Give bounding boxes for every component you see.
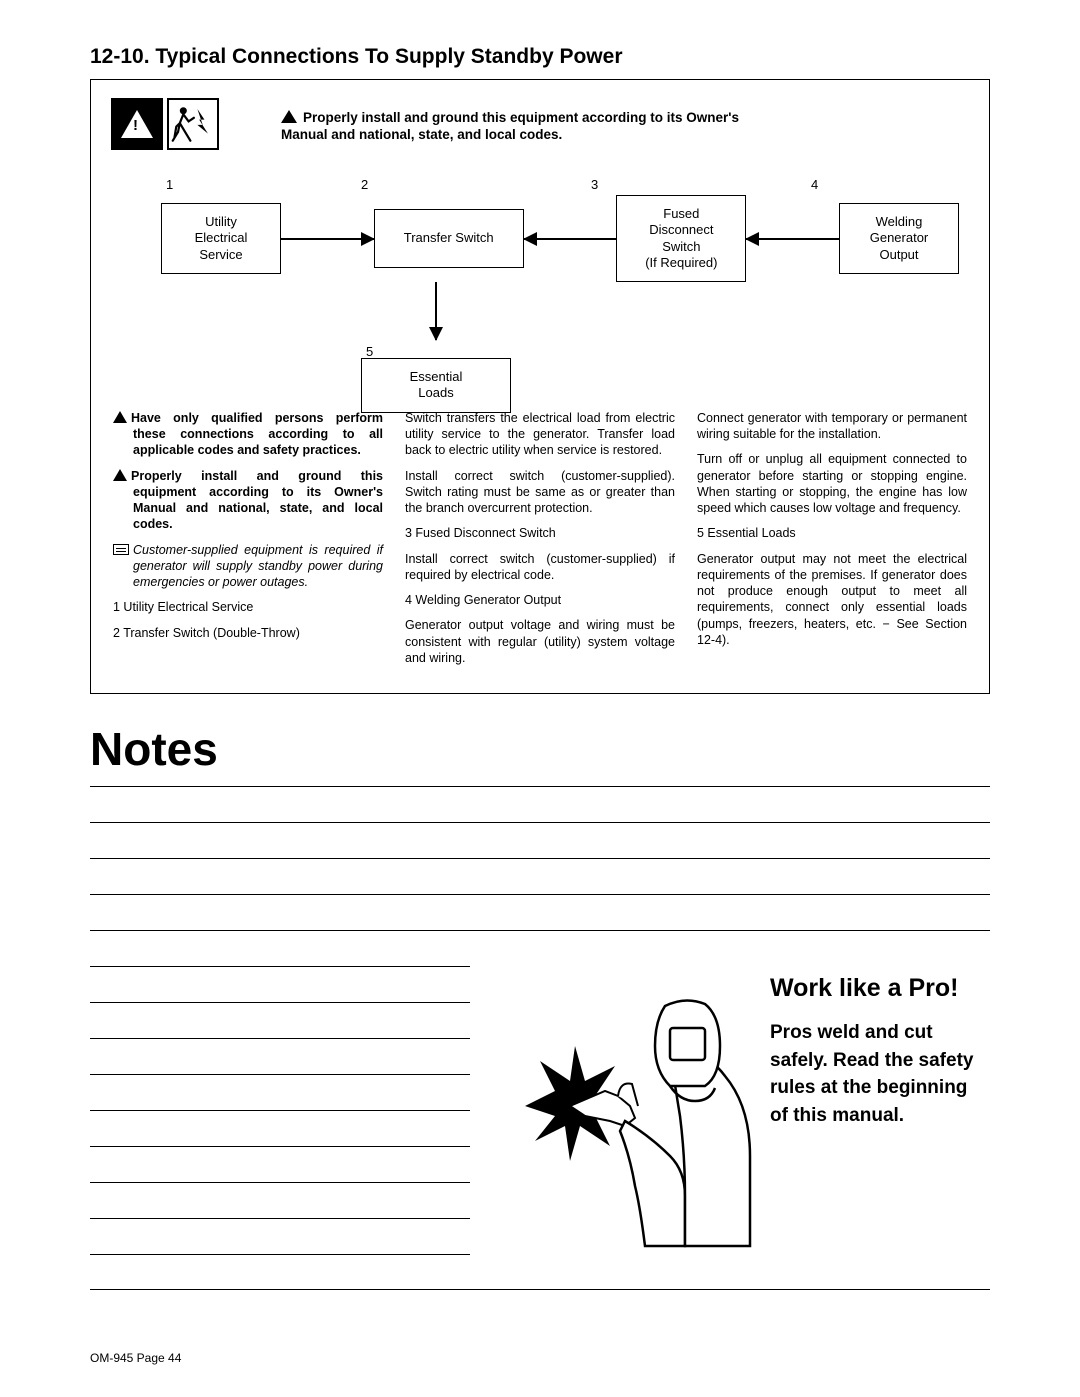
section-title: 12-10. Typical Connections To Supply Sta… xyxy=(90,45,990,69)
box-5-number: 5 xyxy=(366,344,373,359)
box-4-number: 4 xyxy=(811,177,818,192)
arrow-3-2 xyxy=(524,238,617,240)
notes-ruled-area: Work like a Pro! Pros weld and cut safel… xyxy=(90,786,990,1290)
arrow-4-3 xyxy=(746,238,839,240)
box-1-number: 1 xyxy=(166,177,173,192)
box-utility-service: Utility Electrical Service xyxy=(161,203,281,274)
promo-box: Work like a Pro! Pros weld and cut safel… xyxy=(470,956,990,1276)
warning-triangle-inline-icon xyxy=(113,469,127,481)
ruled-line xyxy=(90,822,990,858)
flow-diagram: 1 Utility Electrical Service 2 Transfer … xyxy=(161,195,959,413)
note-page-icon xyxy=(113,544,129,555)
top-warning-text: Properly install and ground this equipme… xyxy=(281,110,751,144)
warning-triangle-inline-icon xyxy=(113,411,127,423)
page-footer: OM-945 Page 44 xyxy=(90,1351,181,1365)
notes-heading: Notes xyxy=(90,722,990,776)
box-2-number: 2 xyxy=(361,177,368,192)
promo-text: Work like a Pro! Pros weld and cut safel… xyxy=(770,956,990,1129)
promo-body: Pros weld and cut safely. Read the safet… xyxy=(770,1019,982,1129)
ruled-line xyxy=(90,858,990,894)
arrow-2-5 xyxy=(435,282,437,340)
box-essential-loads: Essential Loads xyxy=(361,358,511,413)
electric-shock-icon xyxy=(167,98,219,150)
promo-title: Work like a Pro! xyxy=(770,974,982,1003)
welder-illustration-icon xyxy=(470,956,770,1256)
diagram-frame: Properly install and ground this equipme… xyxy=(90,79,990,694)
box-transfer-switch: Transfer Switch xyxy=(374,209,524,267)
ruled-line xyxy=(90,786,990,822)
box-fused-disconnect: Fused Disconnect Switch (If Required) xyxy=(616,195,746,282)
warning-triangle-icon xyxy=(111,98,163,150)
column-2: Switch transfers the electrical load fro… xyxy=(405,410,675,675)
arrow-1-2 xyxy=(281,238,374,240)
column-1: Have only qualified persons perform thes… xyxy=(113,410,383,675)
column-3: Connect generator with temporary or perm… xyxy=(697,410,967,675)
warning-icons xyxy=(111,98,219,150)
box-welding-generator: Welding Generator Output xyxy=(839,203,959,274)
warning-triangle-small-icon xyxy=(281,110,297,123)
box-3-number: 3 xyxy=(591,177,598,192)
description-columns: Have only qualified persons perform thes… xyxy=(113,410,967,675)
ruled-line xyxy=(90,894,990,930)
